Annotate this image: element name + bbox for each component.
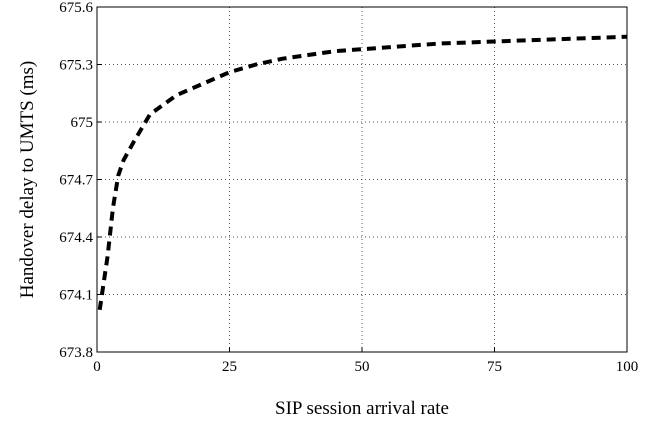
series-line — [97, 34, 628, 311]
x-tick-label: 75 — [487, 359, 502, 375]
y-tick-label: 674.4 — [59, 230, 93, 246]
y-tick-label: 673.8 — [59, 345, 93, 361]
plot-frame — [96, 6, 628, 353]
x-tick-label: 25 — [222, 359, 237, 375]
y-tick-label: 675 — [71, 115, 94, 131]
x-tick-label: 50 — [355, 359, 370, 375]
x-tick-label: 0 — [93, 359, 101, 375]
series-layer — [97, 34, 628, 311]
y-tick-label: 674.7 — [59, 173, 93, 189]
y-tick-label: 675.6 — [59, 0, 93, 16]
y-axis-title: Handover delay to UMTS (ms) — [17, 61, 38, 298]
y-tick-labels: 673.8 674.1 674.4 674.7 675 675.3 675.6 — [59, 0, 93, 361]
y-tick-label: 674.1 — [59, 288, 93, 304]
x-tick-label: 100 — [616, 359, 639, 375]
y-tick-label: 675.3 — [59, 58, 93, 74]
x-tick-labels: 0 25 50 75 100 — [93, 359, 638, 375]
x-axis-title: SIP session arrival rate — [275, 398, 449, 419]
grid-lines — [97, 7, 627, 352]
